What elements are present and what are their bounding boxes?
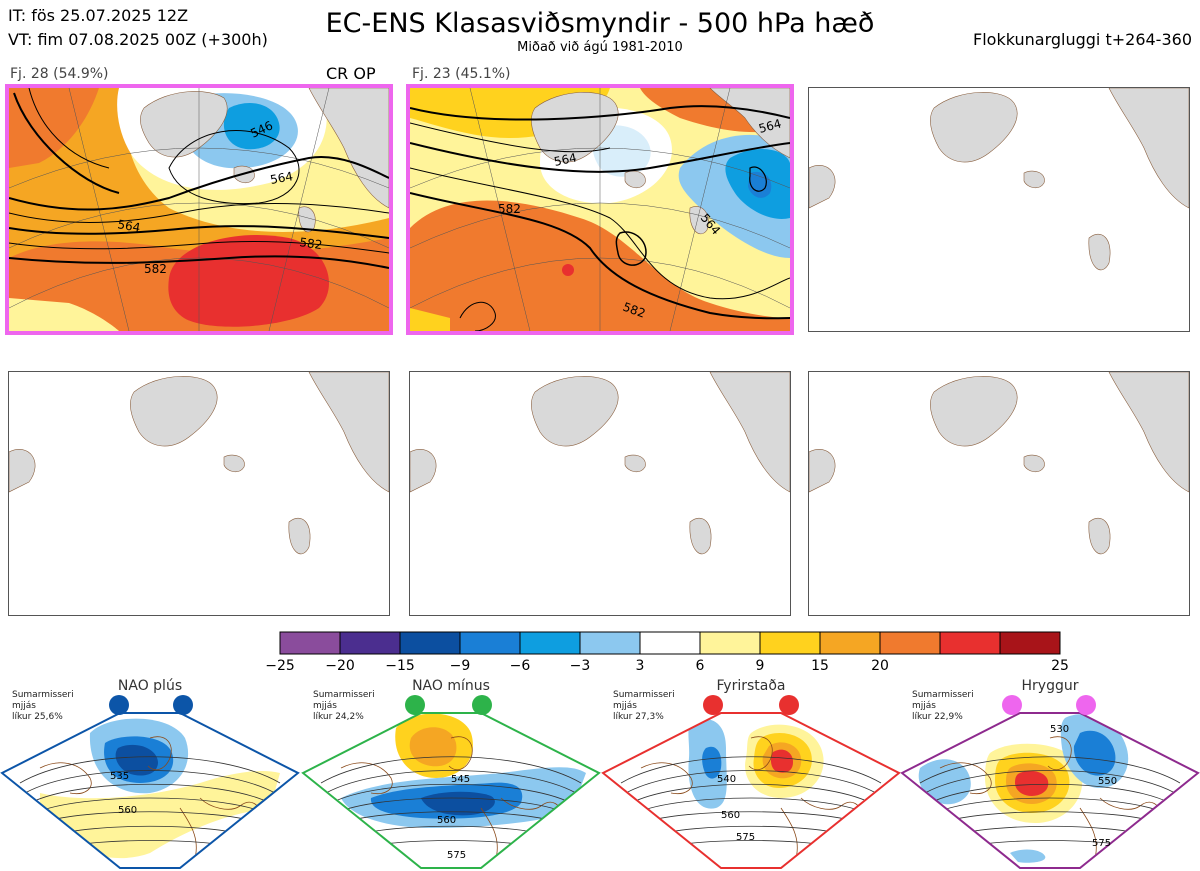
colorbar-tick-label: −3	[570, 658, 591, 674]
colorbar-swatch	[579, 631, 641, 655]
colorbar-tick-label: 20	[871, 658, 889, 674]
regime-title: NAO mínus	[412, 678, 490, 694]
colorbar-swatch	[399, 631, 461, 655]
regime-ridge: Hryggur Sumarmisseri mjjás líkur 22,9%	[900, 678, 1200, 871]
empty-map-6	[808, 371, 1190, 616]
colorbar-tick-label: −6	[510, 658, 531, 674]
regime-title: Fyrirstaða	[716, 678, 786, 694]
colorbar-swatch	[519, 631, 581, 655]
regime-nao-plus: NAO plús Sumarmisseri mjjás líkur 25,6%	[0, 678, 300, 871]
colorbar-swatch	[879, 631, 941, 655]
colorbar-swatch	[699, 631, 761, 655]
contour-label: 560	[437, 815, 456, 826]
contour-label: 564	[757, 116, 783, 135]
contour-label: 560	[118, 805, 137, 816]
valid-time: VT: fim 07.08.2025 00Z (+300h)	[8, 30, 268, 49]
page-subtitle: Miðað við ágú 1981-2010	[517, 40, 683, 55]
contour-label: 582	[498, 202, 521, 216]
contour-label: 564	[116, 217, 141, 235]
colorbar-tick-label: −15	[385, 658, 415, 674]
colorbar-swatch	[819, 631, 881, 655]
contour-label: 575	[1092, 838, 1111, 849]
colorbar-tick-label: 25	[1051, 658, 1069, 674]
empty-map-3	[808, 87, 1190, 332]
regime-title: Hryggur	[1021, 678, 1079, 694]
regime-info: Sumarmisseri mjjás líkur 25,6%	[12, 690, 74, 722]
colorbar-tick-label: −20	[325, 658, 355, 674]
colorbar-swatch	[459, 631, 521, 655]
regime-marker	[1002, 695, 1022, 715]
colorbar-tick-label: 6	[696, 658, 705, 674]
contour-label: 550	[1098, 776, 1117, 787]
regime-blocking: Fyrirstaða Sumarmisseri mjjás líkur 27,3%	[601, 678, 901, 871]
empty-map-4	[8, 371, 390, 616]
colorbar: −25 −20 −15 −9 −6 −3 3 6 9 15 20 25	[265, 631, 1069, 674]
regime-marker	[173, 695, 193, 715]
panel-1-label: Fj. 28 (54.9%)	[10, 66, 109, 82]
regime-nao-minus: NAO mínus Sumarmisseri mjjás líkur 24,2%	[301, 678, 601, 871]
colorbar-swatch	[939, 631, 1001, 655]
regime-title: NAO plús	[117, 678, 183, 694]
empty-map-5	[409, 371, 791, 616]
contour-label: 540	[717, 774, 736, 785]
colorbar-swatch	[999, 631, 1061, 655]
regime-marker	[1076, 695, 1096, 715]
panel-1-tag: CR OP	[326, 64, 376, 83]
contour-label: 545	[451, 774, 470, 785]
panel-2-label: Fj. 23 (45.1%)	[412, 66, 511, 82]
contour-label: 535	[110, 771, 129, 782]
regime-marker	[472, 695, 492, 715]
initial-time: IT: fös 25.07.2025 12Z	[8, 6, 189, 25]
page-title: EC-ENS Klasasviðsmyndir - 500 hPa hæð	[325, 8, 875, 39]
cluster-map-2[interactable]: 564 564 564 582 582	[410, 88, 790, 331]
regime-marker	[703, 695, 723, 715]
contour-label: 582	[144, 262, 167, 276]
regime-marker	[109, 695, 129, 715]
contour-label: 575	[736, 832, 755, 843]
colorbar-swatch	[759, 631, 821, 655]
regime-info: Sumarmisseri mjjás líkur 27,3%	[613, 690, 675, 722]
colorbar-swatch	[639, 631, 701, 655]
colorbar-swatch	[279, 631, 341, 655]
colorbar-tick-label: 3	[636, 658, 645, 674]
classification-window: Flokkunargluggi t+264-360	[973, 30, 1192, 49]
colorbar-swatch	[339, 631, 401, 655]
contour-label: 582	[299, 235, 324, 252]
regime-info: Sumarmisseri mjjás líkur 22,9%	[912, 690, 974, 722]
cluster-map-1[interactable]: 546 564 564 582 582	[9, 88, 389, 331]
colorbar-tick-label: 15	[811, 658, 829, 674]
colorbar-tick-label: −9	[450, 658, 471, 674]
contour-label: 564	[553, 150, 578, 168]
colorbar-tick-label: −25	[265, 658, 295, 674]
contour-label: 560	[721, 810, 740, 821]
colorbar-tick-label: 9	[756, 658, 765, 674]
regime-info: Sumarmisseri mjjás líkur 24,2%	[313, 690, 375, 722]
contour-label: 564	[269, 169, 294, 187]
regime-marker	[405, 695, 425, 715]
contour-label: 575	[447, 850, 466, 861]
contour-label: 530	[1050, 724, 1069, 735]
regime-marker	[779, 695, 799, 715]
